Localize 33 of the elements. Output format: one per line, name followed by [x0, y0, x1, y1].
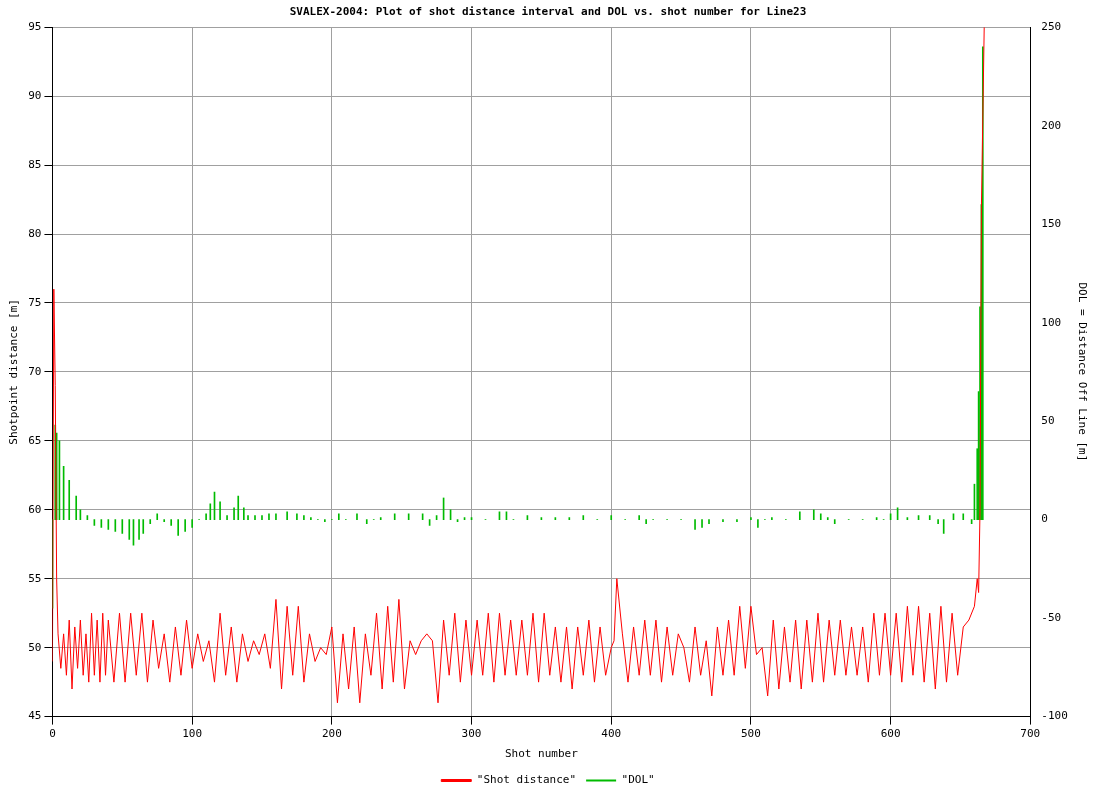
x-axis-title: Shot number — [504, 747, 579, 761]
y2-tick-label: -100 — [1041, 709, 1068, 723]
y2-tick-label: 250 — [1041, 20, 1062, 34]
x-tick-label: 0 — [49, 727, 56, 741]
y-tick-label: 45 — [28, 709, 42, 723]
x-tick-label: 600 — [880, 727, 901, 741]
legend-label: "DOL" — [621, 773, 655, 787]
x-tick-label: 200 — [321, 727, 342, 741]
y2-tick-label: 50 — [1041, 414, 1055, 427]
y-tick-label: 80 — [28, 226, 42, 240]
y-tick-label: 50 — [28, 640, 42, 654]
x-tick-label: 700 — [1020, 727, 1041, 741]
y2-tick-label: -50 — [1041, 610, 1062, 624]
y-axis-title: Shotpoint distance [m] — [7, 299, 21, 445]
y2-tick-label: 150 — [1041, 217, 1062, 231]
y2-tick-label: 0 — [1041, 512, 1048, 526]
y-tick-label: 60 — [28, 502, 42, 516]
y2-tick-label: 100 — [1041, 315, 1062, 329]
chart-title: SVALEX-2004: Plot of shot distance interval and DOL vs. shot number for Line23 — [289, 5, 807, 19]
y-tick-label: 95 — [28, 20, 42, 34]
y2-axis-title: DOL = Distance Off Line [m] — [1075, 282, 1089, 462]
y-tick-label: 75 — [28, 295, 42, 309]
x-tick-label: 300 — [461, 727, 482, 741]
x-tick-label: 500 — [740, 727, 761, 741]
y-tick-label: 55 — [28, 571, 42, 585]
y-tick-label: 65 — [28, 433, 42, 447]
y2-tick-label: 200 — [1041, 118, 1062, 132]
x-tick-label: 400 — [601, 727, 622, 741]
y-tick-label: 70 — [28, 364, 42, 378]
x-tick-label: 100 — [182, 727, 203, 741]
y-tick-label: 85 — [28, 157, 42, 171]
y-tick-label: 90 — [28, 89, 42, 102]
legend-label: "Shot distance" — [476, 773, 577, 787]
